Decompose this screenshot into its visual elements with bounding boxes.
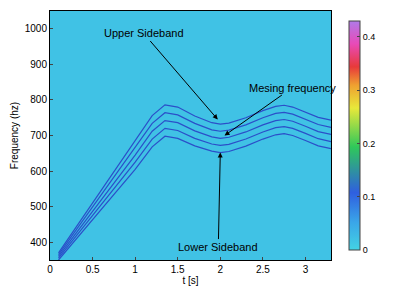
svg-text:0.3: 0.3 <box>363 85 376 95</box>
svg-text:900: 900 <box>30 59 47 70</box>
svg-text:0.5: 0.5 <box>86 264 100 275</box>
svg-text:2.5: 2.5 <box>256 264 270 275</box>
svg-text:t [s]: t [s] <box>182 275 198 286</box>
svg-text:Lower Sideband: Lower Sideband <box>178 241 258 253</box>
svg-text:1: 1 <box>132 264 138 275</box>
svg-text:1.5: 1.5 <box>171 264 185 275</box>
svg-text:Mesing frequency: Mesing frequency <box>249 82 336 94</box>
svg-text:700: 700 <box>30 130 47 141</box>
svg-text:600: 600 <box>30 166 47 177</box>
svg-text:3: 3 <box>303 264 309 275</box>
svg-text:0.1: 0.1 <box>363 192 376 202</box>
svg-text:2: 2 <box>218 264 224 275</box>
svg-text:1000: 1000 <box>25 23 48 34</box>
svg-text:0: 0 <box>47 264 53 275</box>
svg-text:Upper Sideband: Upper Sideband <box>104 27 184 39</box>
svg-text:0: 0 <box>363 245 368 255</box>
svg-text:400: 400 <box>30 237 47 248</box>
svg-text:0.2: 0.2 <box>363 139 376 149</box>
svg-text:500: 500 <box>30 201 47 212</box>
svg-text:Frequency (hz): Frequency (hz) <box>9 102 20 169</box>
svg-text:800: 800 <box>30 94 47 105</box>
svg-text:0.4: 0.4 <box>363 32 376 42</box>
